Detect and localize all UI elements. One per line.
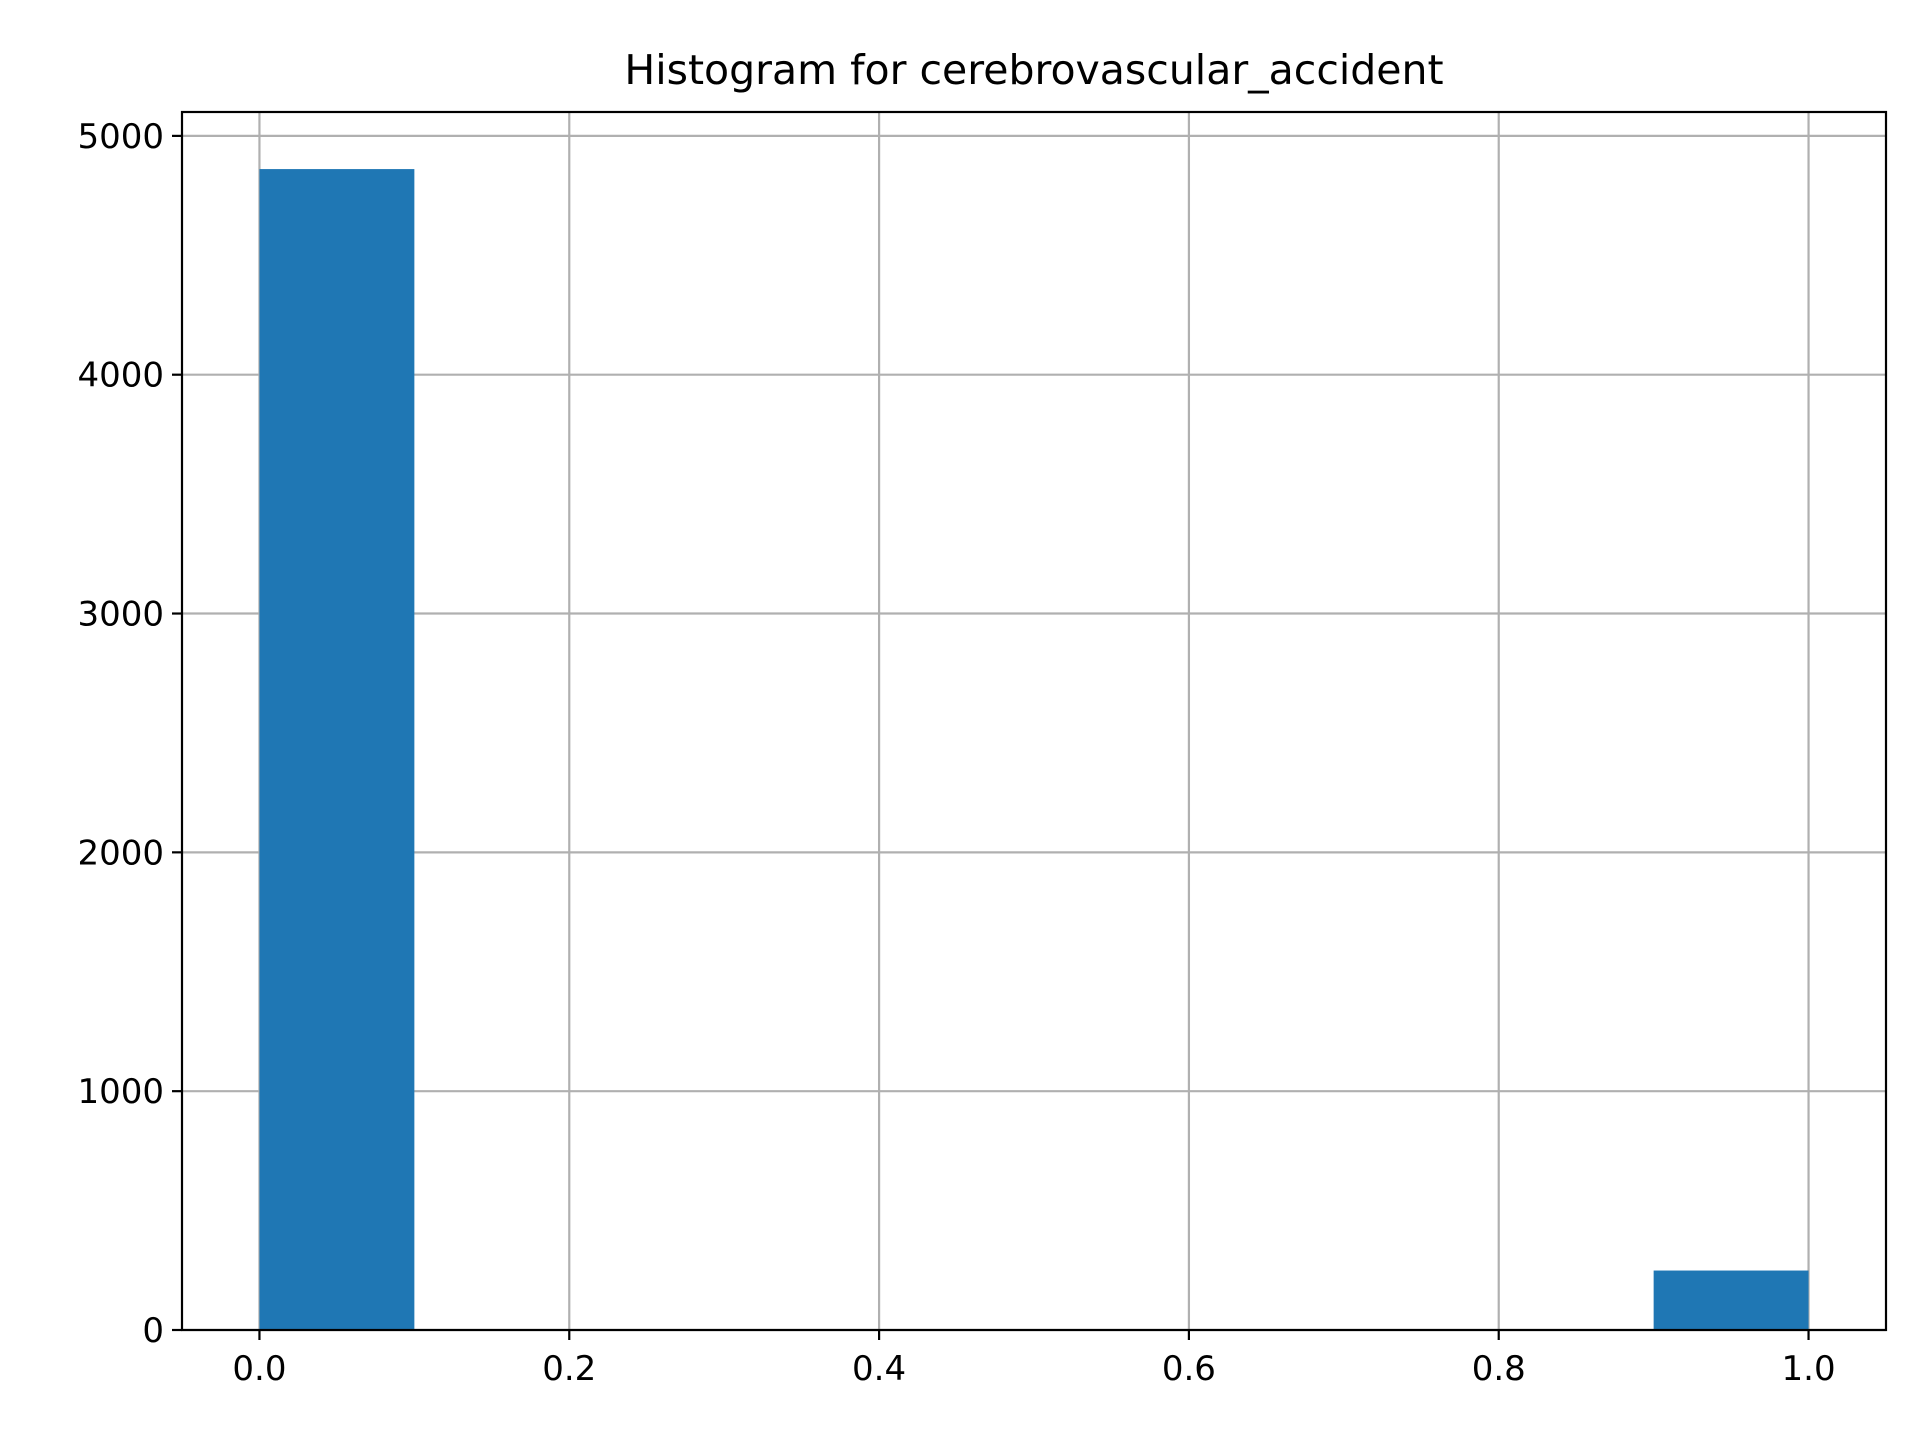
x-tick-label: 0.4 bbox=[852, 1349, 906, 1389]
tick-layer: 0.0 0.2 0.4 0.6 0.8 1.0 0 1000 2000 3000 4000 5000 bbox=[77, 117, 1835, 1389]
y-tick-label: 1000 bbox=[77, 1072, 164, 1112]
chart-title: Histogram for cerebrovascular_accident bbox=[624, 46, 1443, 94]
x-tick-label: 0.6 bbox=[1162, 1349, 1216, 1389]
y-tick-label: 5000 bbox=[77, 117, 164, 157]
y-tick-label: 2000 bbox=[77, 833, 164, 873]
x-tick-label: 0.0 bbox=[232, 1349, 286, 1389]
grid-layer bbox=[182, 112, 1886, 1332]
x-tick-label: 0.8 bbox=[1472, 1349, 1526, 1389]
histogram-bar bbox=[259, 169, 415, 1330]
y-tick-label: 3000 bbox=[77, 595, 164, 635]
x-tick-label: 0.2 bbox=[542, 1349, 596, 1389]
bar-layer bbox=[259, 169, 1809, 1330]
axes-frame bbox=[180, 110, 1888, 1332]
x-tick-label: 1.0 bbox=[1782, 1349, 1836, 1389]
histogram-bar bbox=[1653, 1270, 1809, 1330]
y-tick-label: 0 bbox=[142, 1311, 164, 1351]
y-tick-label: 4000 bbox=[77, 356, 164, 396]
